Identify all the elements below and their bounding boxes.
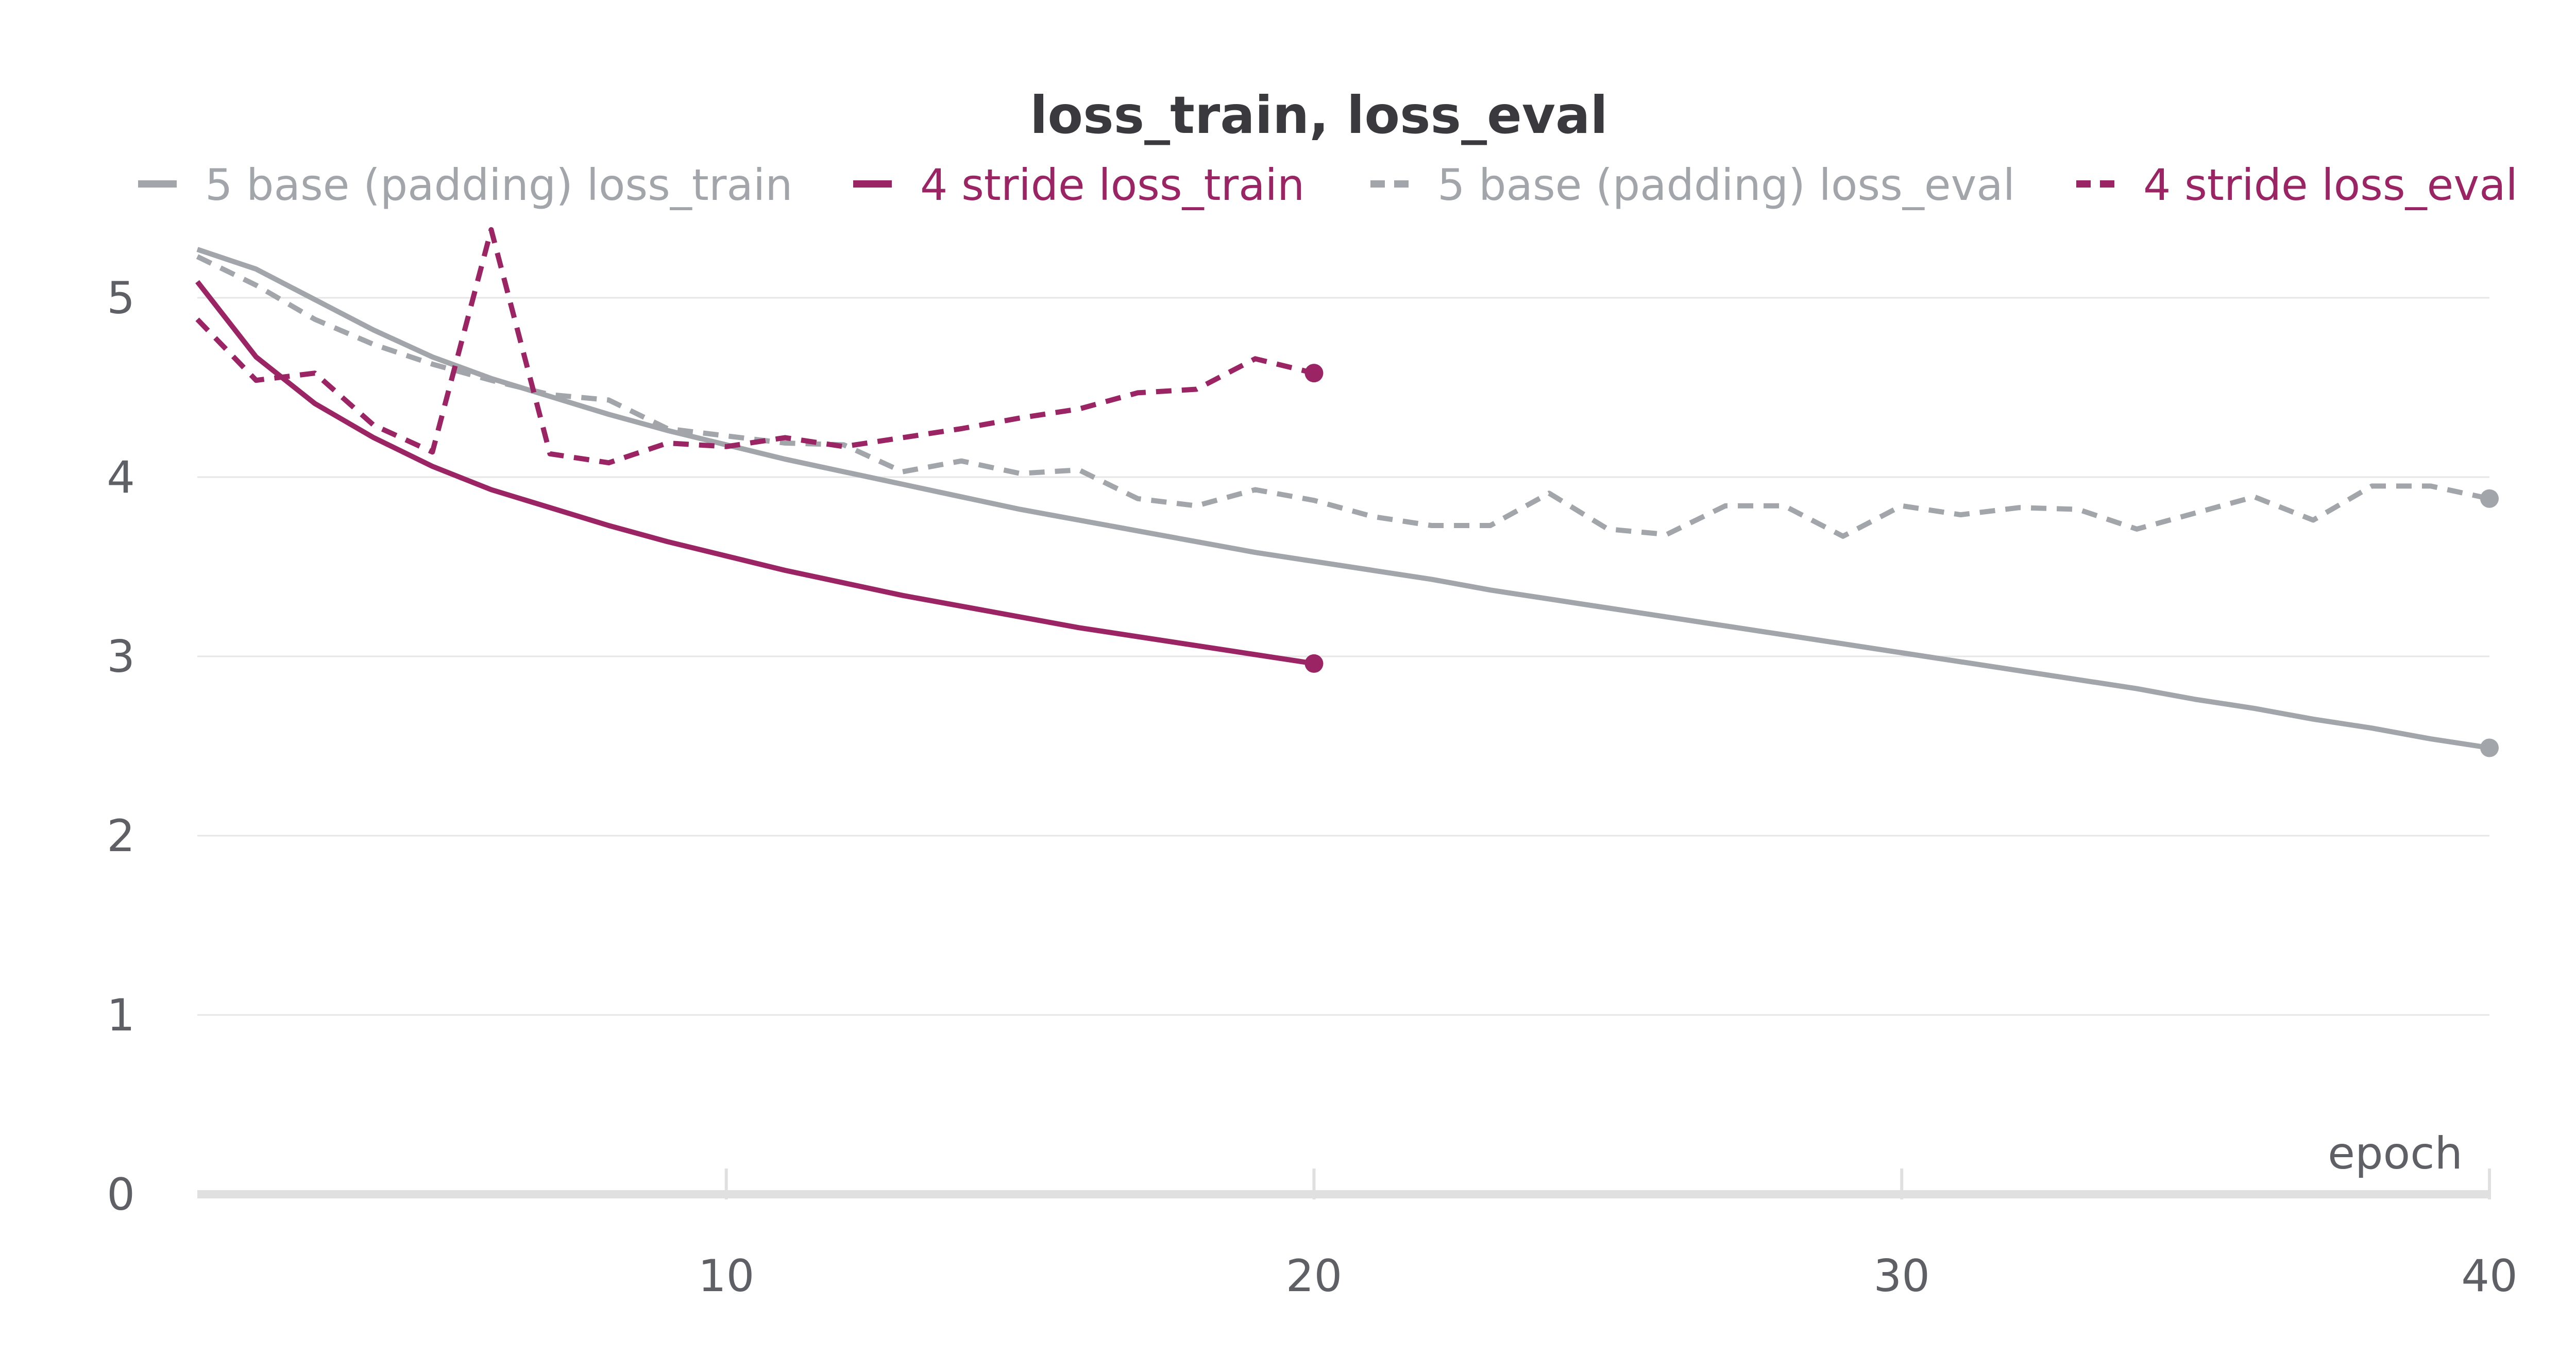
series-line-3 bbox=[196, 254, 2490, 539]
x-axis-label: epoch bbox=[2328, 1128, 2463, 1179]
x-tick-label: 40 bbox=[2461, 1250, 2517, 1302]
legend: 5 base (padding) loss_train 4 stride loss… bbox=[138, 160, 2518, 210]
series-line-2 bbox=[195, 280, 1315, 666]
y-tick-label: 0 bbox=[107, 1169, 135, 1221]
x-axis: 10 20 30 40 bbox=[197, 1169, 2518, 1302]
series-end-point bbox=[1304, 364, 1324, 383]
y-tick-label: 1 bbox=[107, 990, 135, 1041]
x-tick-label: 10 bbox=[698, 1250, 754, 1302]
grid bbox=[197, 297, 2489, 1016]
legend-label: 4 stride loss_train bbox=[920, 160, 1304, 210]
legend-label: 5 base (padding) loss_eval bbox=[1437, 160, 2015, 210]
series-end-point bbox=[2480, 738, 2499, 757]
y-tick-label: 5 bbox=[107, 273, 135, 324]
legend-label: 4 stride loss_eval bbox=[2143, 160, 2518, 210]
y-tick-label: 2 bbox=[107, 810, 135, 862]
plot-area bbox=[195, 227, 2499, 757]
series-line-1 bbox=[196, 247, 2490, 751]
series-end-point bbox=[2480, 489, 2499, 508]
x-tick-label: 30 bbox=[1874, 1250, 1930, 1302]
series-end-point bbox=[1304, 654, 1324, 673]
series-line-4 bbox=[195, 227, 1315, 466]
y-axis: 0 1 2 3 4 5 bbox=[107, 273, 135, 1221]
x-tick-label: 20 bbox=[1286, 1250, 1342, 1302]
legend-label: 5 base (padding) loss_train bbox=[205, 160, 792, 210]
chart-title: loss_train, loss_eval bbox=[1030, 85, 1608, 145]
y-tick-label: 3 bbox=[107, 631, 135, 683]
y-tick-label: 4 bbox=[107, 452, 135, 503]
